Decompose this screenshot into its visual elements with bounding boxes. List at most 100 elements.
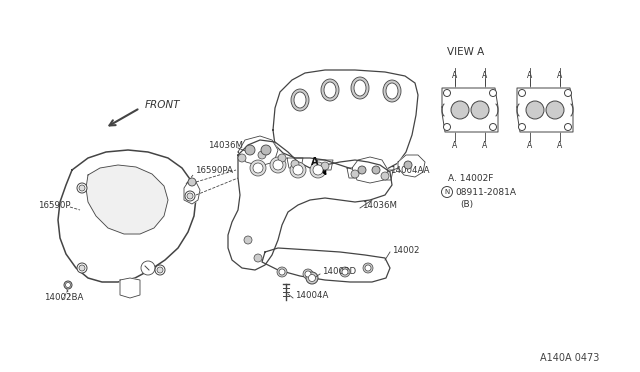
Ellipse shape [354,80,366,96]
Circle shape [279,269,285,275]
Text: (B): (B) [460,199,473,208]
Circle shape [187,193,193,199]
Circle shape [250,160,266,176]
Circle shape [64,281,72,289]
Circle shape [471,101,489,119]
Circle shape [273,160,283,170]
Circle shape [526,101,544,119]
Circle shape [365,265,371,271]
Text: 14004AA: 14004AA [390,166,429,174]
Circle shape [340,267,350,277]
Text: A: A [483,141,488,150]
Polygon shape [86,165,168,234]
Circle shape [258,151,266,159]
Circle shape [253,163,263,173]
Circle shape [244,236,252,244]
Text: 14002BA: 14002BA [44,294,83,302]
Polygon shape [273,70,418,172]
Circle shape [65,282,70,288]
Text: N: N [444,189,450,195]
Text: A: A [527,141,532,150]
Text: 08911-2081A: 08911-2081A [455,187,516,196]
Polygon shape [317,160,333,170]
Ellipse shape [321,79,339,101]
Text: A: A [483,71,488,80]
Text: VIEW A: VIEW A [447,47,484,57]
Circle shape [444,124,451,131]
Circle shape [404,161,412,169]
Circle shape [518,124,525,131]
Text: A: A [527,71,532,80]
Polygon shape [238,136,278,166]
Text: A140A 0473: A140A 0473 [540,353,600,363]
Text: 14036M: 14036M [208,141,243,150]
Text: 14004A: 14004A [295,291,328,299]
Polygon shape [347,168,363,178]
Polygon shape [262,248,390,282]
Circle shape [305,271,311,277]
Circle shape [261,145,271,155]
Circle shape [444,90,451,96]
Circle shape [79,185,85,191]
Circle shape [188,178,196,186]
Text: 14002: 14002 [392,246,419,254]
Text: A: A [557,141,563,150]
Polygon shape [184,182,200,204]
Circle shape [372,166,380,174]
Circle shape [321,162,329,170]
Text: A: A [452,71,458,80]
Circle shape [518,90,525,96]
Circle shape [157,267,163,273]
Circle shape [254,254,262,262]
Circle shape [155,265,165,275]
Polygon shape [228,140,392,270]
Circle shape [291,160,299,168]
Circle shape [277,267,287,277]
Text: 14036M: 14036M [362,201,397,209]
Circle shape [381,172,389,180]
Text: A: A [557,71,563,80]
Circle shape [342,269,348,275]
Polygon shape [58,150,196,282]
Circle shape [308,275,316,282]
Polygon shape [398,155,425,177]
Circle shape [451,101,469,119]
Circle shape [546,101,564,119]
Polygon shape [442,88,498,132]
Ellipse shape [383,80,401,102]
Circle shape [564,90,572,96]
Circle shape [77,263,87,273]
Circle shape [293,165,303,175]
Text: FRONT: FRONT [145,100,180,110]
Ellipse shape [324,82,336,98]
Polygon shape [287,158,303,168]
Text: 16590PA: 16590PA [195,166,233,174]
Circle shape [77,183,87,193]
Polygon shape [120,278,140,298]
Circle shape [306,272,318,284]
Ellipse shape [294,92,306,108]
Circle shape [363,263,373,273]
Text: 16590P: 16590P [38,201,70,209]
Circle shape [351,170,359,178]
Circle shape [290,162,306,178]
Polygon shape [377,170,393,180]
Circle shape [79,265,85,271]
Circle shape [358,166,366,174]
Text: A: A [452,141,458,150]
Circle shape [185,191,195,201]
Polygon shape [517,88,573,132]
Circle shape [564,124,572,131]
Text: 14002D: 14002D [322,267,356,276]
Circle shape [490,124,497,131]
Text: A: A [311,157,319,167]
Circle shape [313,165,323,175]
Circle shape [238,154,246,162]
Circle shape [270,157,286,173]
Circle shape [310,162,326,178]
Ellipse shape [351,77,369,99]
Ellipse shape [386,83,398,99]
Circle shape [278,154,286,162]
Ellipse shape [291,89,309,111]
Circle shape [490,90,497,96]
